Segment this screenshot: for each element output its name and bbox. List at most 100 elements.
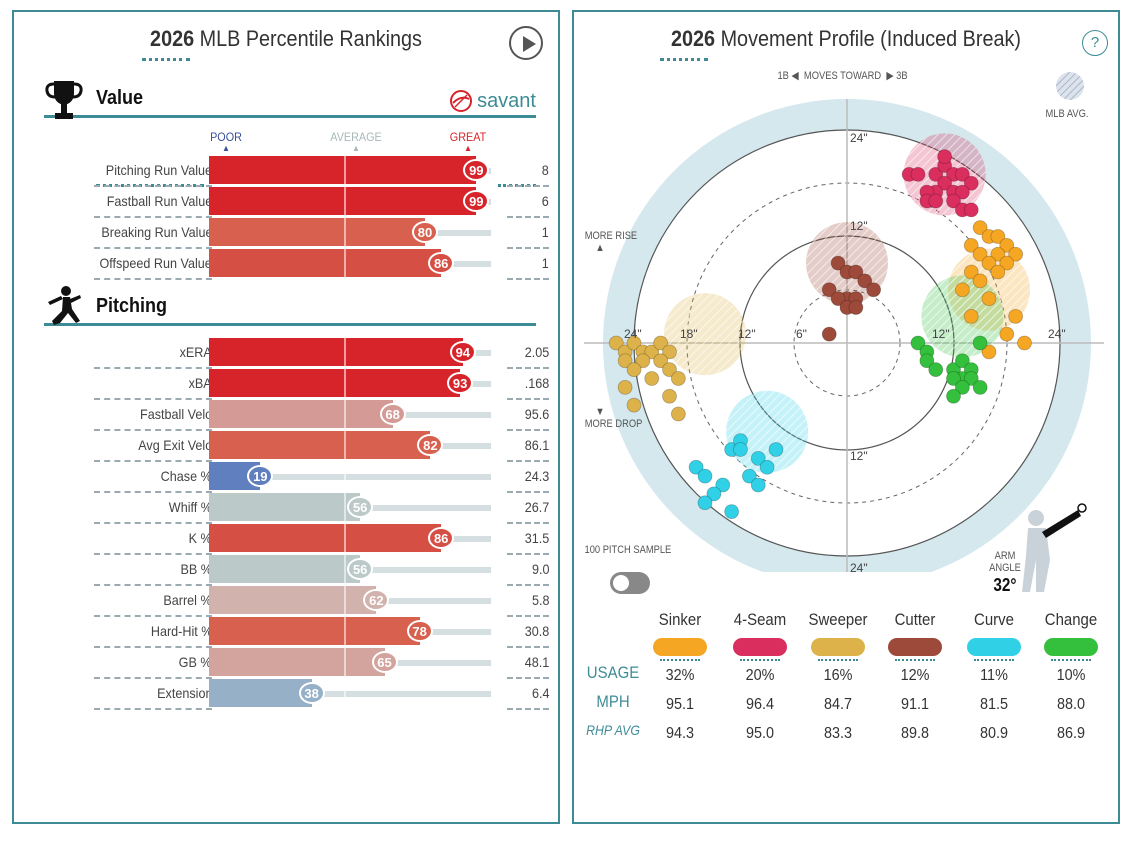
pitch-point[interactable] bbox=[733, 442, 748, 457]
pitch-point[interactable] bbox=[662, 388, 677, 404]
percentile-row[interactable]: Breaking Run Value 80 1 bbox=[94, 218, 549, 249]
pitch-point[interactable] bbox=[821, 282, 837, 298]
pitch-point[interactable] bbox=[928, 193, 944, 209]
pitch-point[interactable] bbox=[963, 202, 979, 218]
pitch-point[interactable] bbox=[724, 504, 740, 520]
pitch-point[interactable] bbox=[857, 273, 873, 289]
pitch-point[interactable] bbox=[670, 406, 686, 422]
pitch-point[interactable] bbox=[706, 486, 722, 502]
pitch-point[interactable] bbox=[670, 371, 686, 386]
pitch-point[interactable] bbox=[1008, 308, 1024, 324]
pitch-point[interactable] bbox=[830, 291, 846, 307]
pitch-point[interactable] bbox=[617, 353, 633, 369]
pitch-point[interactable] bbox=[662, 344, 677, 360]
pitch-point[interactable] bbox=[662, 362, 677, 378]
pitch-point[interactable] bbox=[626, 397, 642, 413]
pitch-point[interactable] bbox=[1017, 335, 1032, 351]
pitch-point[interactable] bbox=[626, 362, 642, 378]
pitch-point[interactable] bbox=[999, 326, 1015, 342]
pitch-point[interactable] bbox=[999, 237, 1015, 253]
pitch-point[interactable] bbox=[626, 335, 642, 351]
pitch-point[interactable] bbox=[697, 468, 713, 484]
pitch-point[interactable] bbox=[1008, 246, 1024, 262]
percentile-row[interactable]: xBA 93 .168 bbox=[94, 369, 549, 400]
pitch-point[interactable] bbox=[981, 344, 997, 360]
pitch-column[interactable]: Curve 11% 81.5 80.9 bbox=[959, 610, 1029, 748]
percentile-row[interactable]: Whiff % 56 26.7 bbox=[94, 493, 549, 524]
percentile-row[interactable]: Fastball Run Value 99 6 bbox=[94, 187, 549, 218]
help-icon[interactable]: ? bbox=[1082, 30, 1108, 56]
pitch-point[interactable] bbox=[972, 379, 988, 395]
pitch-point[interactable] bbox=[954, 282, 970, 298]
pitch-point[interactable] bbox=[759, 459, 775, 475]
pitch-point[interactable] bbox=[866, 282, 882, 298]
percentile-row[interactable]: Avg Exit Velo 82 86.1 bbox=[94, 431, 549, 462]
pitch-point[interactable] bbox=[990, 246, 1006, 262]
pitch-point[interactable] bbox=[688, 459, 704, 475]
pitch-point[interactable] bbox=[981, 255, 997, 271]
pitch-point[interactable] bbox=[990, 229, 1006, 244]
pitch-point[interactable] bbox=[972, 273, 988, 289]
pitch-point[interactable] bbox=[750, 477, 766, 493]
pitch-column[interactable]: Cutter 12% 91.1 89.8 bbox=[880, 610, 950, 748]
pitch-point[interactable] bbox=[946, 388, 961, 404]
percentile-row[interactable]: Barrel % 62 5.8 bbox=[94, 586, 549, 617]
pitch-point[interactable] bbox=[937, 175, 953, 191]
pitch-point[interactable] bbox=[963, 371, 979, 386]
play-icon[interactable] bbox=[509, 26, 543, 60]
pitch-point[interactable] bbox=[963, 308, 979, 324]
pitch-point[interactable] bbox=[617, 379, 633, 395]
percentile-row[interactable]: Offspeed Run Value 86 1 bbox=[94, 249, 549, 280]
pitch-point[interactable] bbox=[963, 264, 979, 280]
sample-toggle[interactable] bbox=[610, 572, 650, 594]
pitch-point[interactable] bbox=[954, 379, 970, 395]
percentile-row[interactable]: Chase % 19 24.3 bbox=[94, 462, 549, 493]
pitch-point[interactable] bbox=[919, 353, 935, 369]
pitch-point[interactable] bbox=[954, 166, 970, 182]
pitch-point[interactable] bbox=[999, 255, 1015, 271]
pitch-point[interactable] bbox=[910, 166, 926, 182]
pitch-point[interactable] bbox=[644, 344, 660, 360]
pitch-point[interactable] bbox=[972, 220, 988, 236]
pitch-point[interactable] bbox=[653, 353, 669, 369]
pitch-point[interactable] bbox=[848, 264, 864, 280]
pitch-point[interactable] bbox=[928, 166, 944, 182]
pitch-point[interactable] bbox=[972, 335, 988, 351]
pitch-point[interactable] bbox=[635, 353, 651, 369]
pitch-point[interactable] bbox=[750, 450, 766, 466]
pitch-point[interactable] bbox=[937, 149, 953, 165]
percentile-row[interactable]: Pitching Run Value 99 8 bbox=[94, 156, 549, 187]
pitch-column[interactable]: Sweeper 16% 84.7 83.3 bbox=[803, 610, 873, 748]
percentile-row[interactable]: GB % 65 48.1 bbox=[94, 648, 549, 679]
percentile-row[interactable]: Fastball Velo 68 95.6 bbox=[94, 400, 549, 431]
pitch-point[interactable] bbox=[963, 175, 979, 191]
pitch-point[interactable] bbox=[768, 442, 784, 457]
pitch-point[interactable] bbox=[697, 495, 713, 511]
savant-brand[interactable]: savant bbox=[449, 89, 536, 113]
percentile-row[interactable]: Hard-Hit % 78 30.8 bbox=[94, 617, 549, 648]
pitch-point[interactable] bbox=[830, 255, 846, 271]
pitch-point[interactable] bbox=[972, 246, 988, 262]
pitch-point[interactable] bbox=[644, 371, 660, 386]
pitch-point[interactable] bbox=[608, 335, 624, 351]
percentile-row[interactable]: BB % 56 9.0 bbox=[94, 555, 549, 586]
pitch-column[interactable]: Change 10% 88.0 86.9 bbox=[1036, 610, 1106, 748]
pitch-point[interactable] bbox=[848, 300, 864, 315]
pitch-point[interactable] bbox=[653, 335, 669, 351]
pitch-point[interactable] bbox=[928, 362, 944, 378]
pitch-point[interactable] bbox=[954, 353, 970, 369]
pitch-point[interactable] bbox=[963, 237, 979, 253]
pitch-point[interactable] bbox=[990, 264, 1006, 280]
pitch-point[interactable] bbox=[946, 371, 961, 386]
pitch-column[interactable]: 4-Seam 20% 96.4 95.0 bbox=[725, 610, 795, 748]
pitch-point[interactable] bbox=[715, 477, 731, 493]
pitch-point[interactable] bbox=[946, 193, 961, 209]
percentile-row[interactable]: K % 86 31.5 bbox=[94, 524, 549, 555]
percentile-row[interactable]: xERA 94 2.05 bbox=[94, 338, 549, 369]
pitch-point[interactable] bbox=[741, 468, 757, 484]
pitch-point[interactable] bbox=[981, 291, 997, 307]
pitch-point[interactable] bbox=[954, 184, 970, 200]
percentile-row[interactable]: Extension 38 6.4 bbox=[94, 679, 549, 710]
pitch-column[interactable]: Sinker 32% 95.1 94.3 bbox=[645, 610, 715, 748]
pitch-point[interactable] bbox=[821, 326, 837, 342]
